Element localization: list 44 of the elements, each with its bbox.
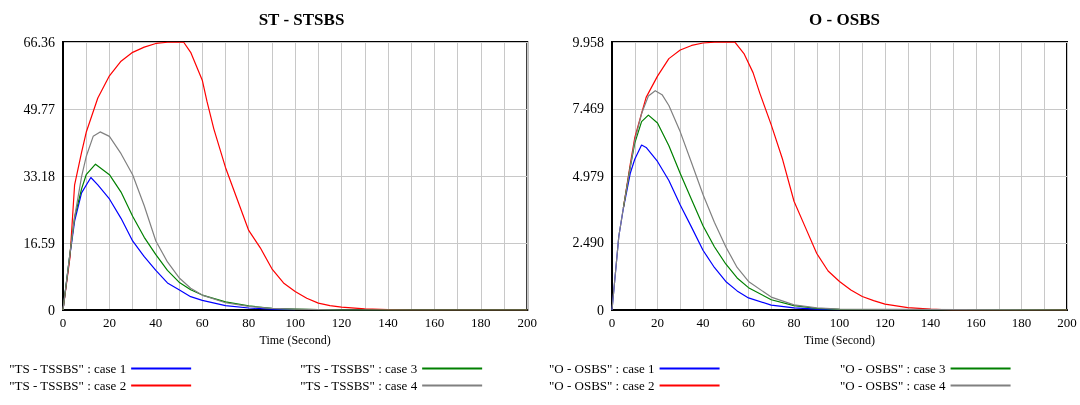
x-tick-label: 80 (242, 315, 256, 330)
legend-label: "O - OSBS" : case 4 (839, 378, 947, 393)
y-tick-label: 0 (48, 302, 55, 318)
x-tick-label: 160 (966, 315, 986, 330)
x-axis-title: Time (Second) (803, 332, 876, 347)
legend-label: "O - OSBS" : case 1 (548, 361, 655, 376)
x-tick-label: 0 (59, 315, 67, 330)
x-tick-label: 140 (378, 315, 398, 330)
y-tick-label: 2.490 (572, 235, 604, 251)
legend-label: "TS - TSSBS" : case 4 (300, 378, 418, 393)
x-tick-label: 40 (696, 315, 710, 330)
x-tick-label: 120 (331, 315, 352, 330)
x-tick-label: 60 (742, 315, 755, 330)
y-tick-label: 33.18 (23, 168, 55, 184)
x-tick-label: 140 (920, 315, 941, 330)
legend-label: "TS - TSSBS" : case 3 (300, 361, 418, 376)
x-tick-label: 100 (285, 315, 305, 330)
legend-label: "TS - TSSBS" : case 1 (9, 361, 127, 376)
x-tick-label: 100 (829, 315, 850, 330)
y-tick-label: 16.59 (23, 235, 55, 251)
x-tick-label: 20 (651, 315, 664, 330)
x-tick-label: 40 (149, 315, 163, 330)
x-tick-label: 200 (517, 315, 537, 330)
chart-title: ST - STSBS (258, 10, 345, 29)
chart-title: O - OSBS (809, 10, 880, 29)
x-tick-label: 80 (787, 315, 801, 330)
x-tick-label: 160 (424, 315, 445, 330)
legend-label: "O - OSBS" : case 3 (839, 361, 946, 376)
legend-label: "O - OSBS" : case 2 (548, 378, 655, 393)
x-tick-label: 200 (1057, 315, 1077, 330)
y-tick-label: 49.77 (23, 101, 55, 117)
x-axis-title: Time (Second) (259, 332, 331, 347)
x-tick-label: 20 (102, 315, 116, 330)
y-tick-label: 4.979 (572, 168, 604, 184)
x-tick-label: 60 (195, 315, 209, 330)
y-tick-label: 9.958 (572, 34, 604, 50)
y-tick-label: 7.469 (572, 101, 604, 117)
x-tick-label: 120 (875, 315, 895, 330)
x-tick-label: 180 (1011, 315, 1032, 330)
x-tick-label: 0 (608, 315, 616, 330)
legend-label: "TS - TSSBS" : case 2 (9, 378, 127, 393)
y-tick-label: 66.36 (23, 34, 55, 50)
y-tick-label: 0 (597, 302, 604, 318)
x-tick-label: 180 (471, 315, 491, 330)
